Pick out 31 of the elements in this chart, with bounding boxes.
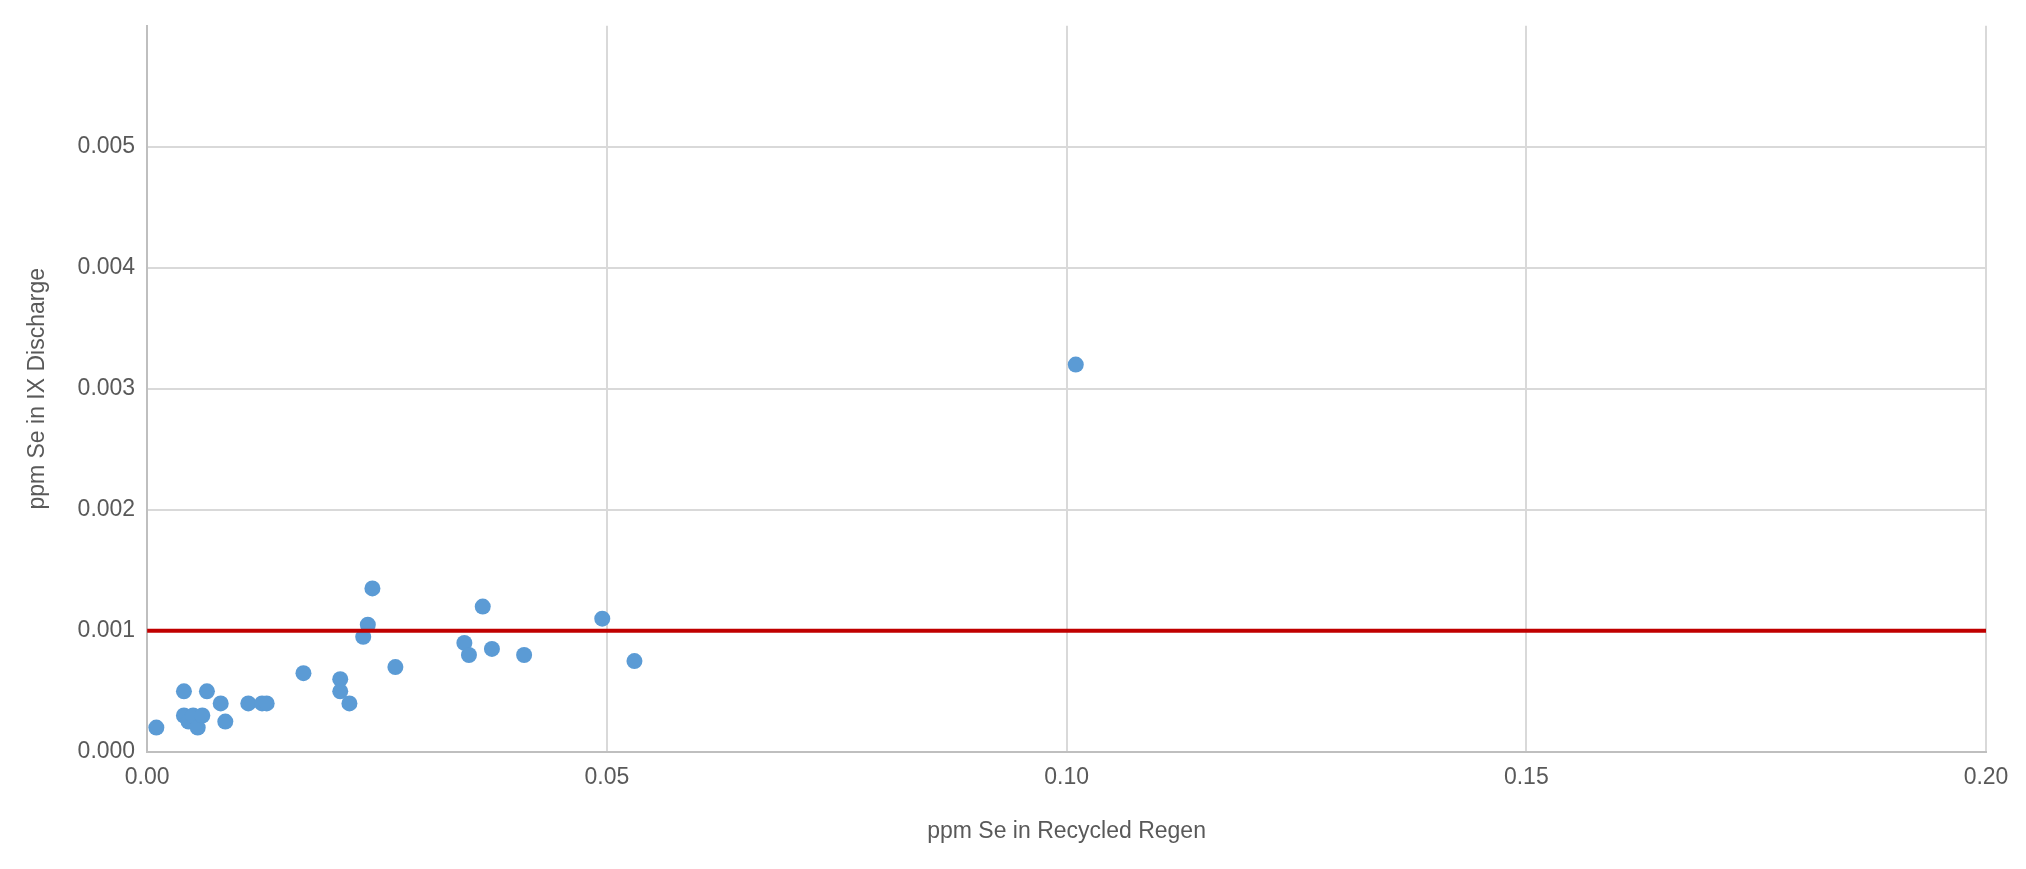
point xyxy=(341,695,358,712)
point xyxy=(148,719,165,736)
point xyxy=(175,683,192,700)
x-tick-label: 0.20 xyxy=(1963,762,2009,789)
x-tick-label: 0.10 xyxy=(1044,762,1089,789)
point xyxy=(295,665,312,682)
point xyxy=(198,683,215,700)
point xyxy=(332,683,349,700)
y-tick-label: 0.004 xyxy=(77,253,136,280)
point xyxy=(387,659,404,676)
x-tick-label: 0.15 xyxy=(1503,762,1549,789)
point xyxy=(364,580,381,597)
x-axis-title: ppm Se in Recycled Regen xyxy=(927,816,1206,843)
y-tick-label: 0.002 xyxy=(77,495,136,522)
point xyxy=(483,640,500,657)
x-tick-label: 0.00 xyxy=(124,762,170,789)
point xyxy=(594,610,611,627)
point xyxy=(460,647,477,663)
y-tick-label: 0.003 xyxy=(77,374,136,401)
y-axis-title: ppm Se in IX Discharge xyxy=(23,267,50,510)
point xyxy=(626,653,643,670)
x-tick-label: 0.05 xyxy=(584,762,630,789)
y-tick-label: 0.000 xyxy=(77,737,136,764)
point xyxy=(240,695,257,712)
point xyxy=(217,713,234,730)
point xyxy=(1067,356,1084,373)
point xyxy=(474,598,491,615)
y-tick-label: 0.005 xyxy=(77,132,136,159)
y-tick-label: 0.001 xyxy=(77,616,136,643)
point xyxy=(212,695,229,712)
point xyxy=(516,647,533,663)
